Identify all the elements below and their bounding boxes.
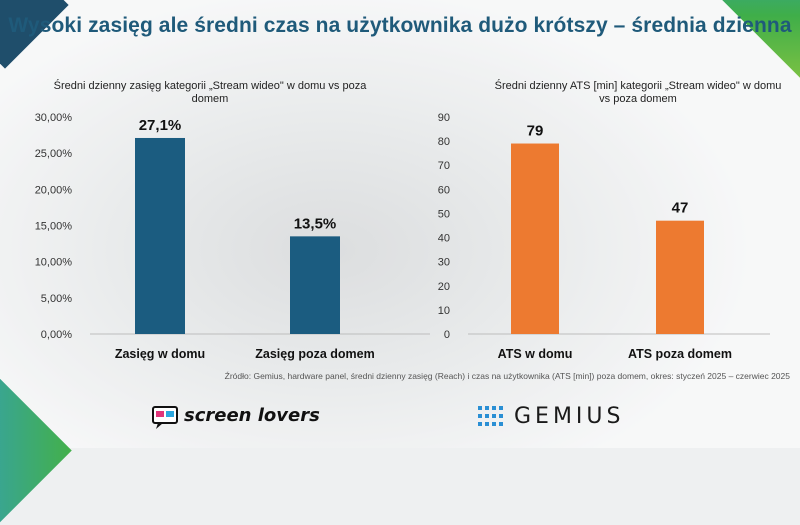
chart2-y-tick-label: 60 xyxy=(438,184,450,196)
gemius-dots-icon xyxy=(478,406,503,426)
chart2-data-label: 79 xyxy=(527,123,544,140)
chart1-title-line: domem xyxy=(192,93,229,105)
chart2-y-tick-label: 90 xyxy=(438,112,450,124)
chart1-y-tick-label: 15,00% xyxy=(35,221,73,233)
chart2-y-tick-label: 50 xyxy=(438,208,450,220)
chart1-bar xyxy=(135,137,185,334)
chart1-y-tick-label: 20,00% xyxy=(35,184,73,196)
chart2-y-tick-label: 10 xyxy=(438,305,450,317)
chart2-y-tick-label: 0 xyxy=(444,329,450,341)
chart1-data-label: 13,5% xyxy=(294,215,337,232)
chart1-category-label: Zasięg poza domem xyxy=(255,347,374,361)
gemius-wordmark: GEMIUS xyxy=(514,404,625,429)
chart1-data-label: 27,1% xyxy=(139,117,182,134)
chart1-y-tick-label: 5,00% xyxy=(41,293,72,305)
chart1-y-tick-label: 25,00% xyxy=(35,148,73,160)
chart2-data-label: 47 xyxy=(672,200,689,217)
chart2-title-line: vs poza domem xyxy=(599,93,677,105)
chart2-bar xyxy=(511,143,559,334)
gemius-logo: GEMIUS xyxy=(474,402,621,432)
chart2-bar xyxy=(656,220,704,334)
chart1-bar xyxy=(290,236,340,334)
slide-title: Wysoki zasięg ale średni czas na użytkow… xyxy=(8,14,792,37)
chart1-title-line: Średni dzienny zasięg kategorii „Stream … xyxy=(54,79,368,92)
charts-canvas: Średni dzienny zasięg kategorii „Stream … xyxy=(35,79,782,361)
source-note: Źródło: Gemius, hardware panel, średni d… xyxy=(224,371,790,381)
chart2-title-line: Średni dzienny ATS [min] kategorii „Stre… xyxy=(495,79,782,92)
chart2-y-tick-label: 20 xyxy=(438,281,450,293)
chart2-category-label: ATS poza domem xyxy=(628,347,732,361)
screenlovers-glasses-icon xyxy=(152,406,178,429)
chart2-y-tick-label: 80 xyxy=(438,136,450,148)
chart2-y-tick-label: 30 xyxy=(438,257,450,269)
chart1-y-tick-label: 30,00% xyxy=(35,112,73,124)
chart2-category-label: ATS w domu xyxy=(498,347,573,361)
chart1-y-tick-label: 10,00% xyxy=(35,257,73,269)
screenlovers-logo: screen lovers xyxy=(150,404,320,430)
chart1-category-label: Zasięg w domu xyxy=(115,347,205,361)
chart2-y-tick-label: 70 xyxy=(438,160,450,172)
chart1-y-tick-label: 0,00% xyxy=(41,329,72,341)
chart2-y-tick-label: 40 xyxy=(438,233,450,245)
screenlovers-wordmark: screen lovers xyxy=(184,405,320,426)
